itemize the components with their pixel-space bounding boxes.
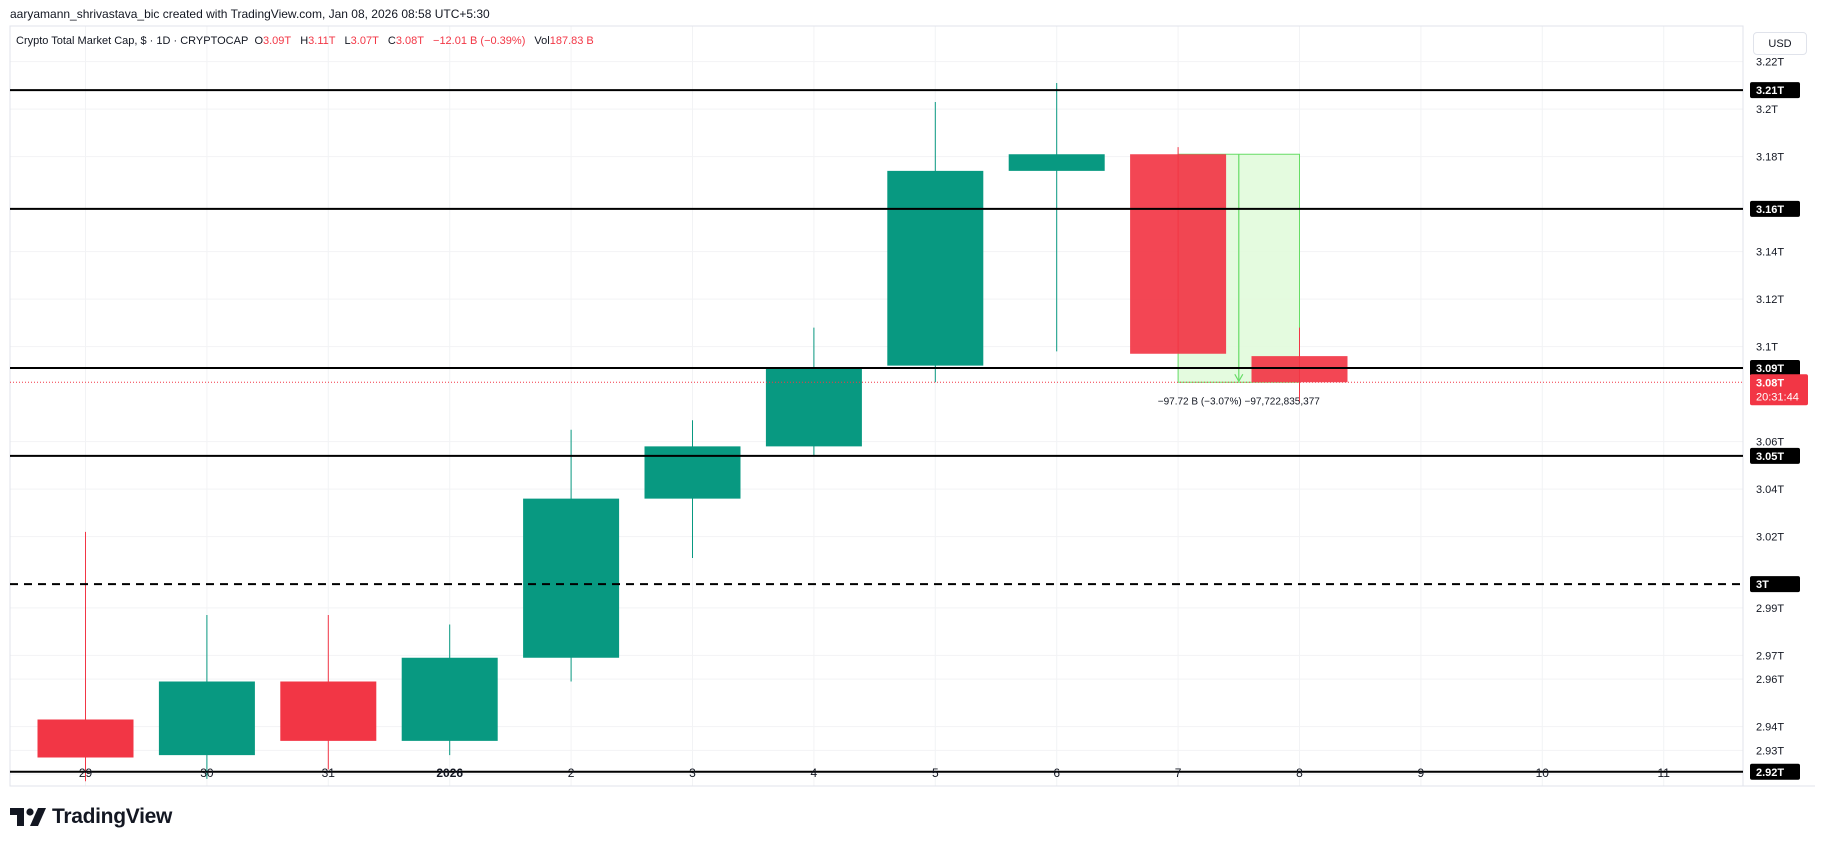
chart-frame	[9, 25, 1744, 787]
brand-name: TradingView	[52, 805, 173, 828]
price-tick-label: 2.94T	[1756, 722, 1784, 734]
low-label: L	[344, 35, 351, 47]
price-tick-label: 3.2T	[1756, 104, 1778, 116]
close-value: 3.08T	[395, 35, 424, 47]
candle-body	[1008, 154, 1105, 171]
candle-body	[887, 170, 984, 366]
price-tick-label: 2.93T	[1756, 745, 1784, 757]
price-tick-label: 3.06T	[1756, 437, 1784, 449]
price-tick-label: 3.22T	[1756, 57, 1784, 69]
candle-body	[401, 657, 498, 741]
level-badge	[1750, 447, 1800, 464]
level-badge-label: 3T	[1756, 579, 1769, 591]
price-tick-label: 2.96T	[1756, 674, 1784, 686]
time-tick-label: 30	[200, 766, 214, 780]
low-value: 3.07T	[350, 35, 379, 47]
open-label: O	[254, 35, 263, 47]
level-badge	[1750, 576, 1800, 593]
countdown-label: 20:31:44	[1756, 391, 1799, 403]
time-tick-label: 10	[1536, 766, 1550, 780]
high-value: 3.11T	[308, 35, 336, 47]
level-badge-label: 2.92T	[1756, 767, 1784, 779]
time-tick-label: 3	[689, 766, 696, 780]
change-value: −12.01 B (−0.39%)	[433, 35, 526, 47]
level-badges: 3.21T 3.16T 3.09T 3.05T 3T 2.92T 3.08T 20:31:44	[1750, 82, 1808, 780]
time-tick-label: 2026	[436, 766, 463, 780]
last-price-label: 3.08T	[1756, 377, 1784, 389]
level-badge	[1750, 82, 1800, 99]
price-tick-label: 3.14T	[1756, 247, 1784, 259]
time-tick-label: 7	[1175, 766, 1182, 780]
candle-body	[523, 498, 620, 658]
currency-selector[interactable]: USD	[1753, 32, 1807, 55]
time-tick-label: 29	[79, 766, 93, 780]
horizontal-levels	[10, 89, 1743, 773]
level-badge	[1750, 200, 1800, 217]
level-badge-label: 3.09T	[1756, 363, 1784, 375]
time-tick-label: 11	[1657, 766, 1670, 780]
candle-body	[1251, 356, 1348, 383]
time-tick-label: 31	[322, 766, 336, 780]
candle-body	[765, 368, 862, 447]
level-badge-label: 3.21T	[1756, 85, 1784, 97]
candles	[37, 83, 1348, 782]
price-tick-label: 3.12T	[1756, 294, 1784, 306]
level-badge	[1750, 763, 1800, 780]
time-tick-label: 2	[568, 766, 575, 780]
candle-body	[1130, 154, 1227, 354]
measure-label: −97.72 B (−3.07%) −97,722,835,377	[1158, 396, 1321, 407]
time-tick-label: 9	[1418, 766, 1425, 780]
chart-grid	[10, 26, 1743, 786]
price-tick-label: 2.97T	[1756, 650, 1784, 662]
price-axis: 3.22T 3.2T 3.18T 3.14T 3.12T 3.1T 3.06T 3.04T 3.…	[1756, 57, 1784, 782]
open-value: 3.09T	[263, 35, 292, 47]
level-badge-label: 3.05T	[1756, 451, 1784, 463]
last-price-badge	[1750, 374, 1808, 406]
level-badge-label: 3.16T	[1756, 204, 1784, 216]
time-tick-label: 5	[932, 766, 939, 780]
candle-body	[158, 681, 255, 756]
chart-attribution: aaryamann_shrivastava_bic created with T…	[10, 7, 490, 21]
candle-body	[644, 446, 741, 499]
price-tick-label: 3.04T	[1756, 484, 1784, 496]
price-tick-label: 2.99T	[1756, 603, 1784, 615]
measure-arrowhead-icon	[1234, 373, 1244, 383]
tradingview-brand[interactable]: TradingView	[10, 805, 172, 829]
symbol-legend: Crypto Total Market Cap, $ · 1D · CRYPTO…	[16, 35, 600, 47]
high-label: H	[300, 35, 309, 47]
level-badge	[1750, 360, 1800, 376]
volume-label: Vol	[534, 35, 550, 47]
price-tick-label: 3.02T	[1756, 532, 1784, 544]
volume-value: 187.83 B	[549, 35, 594, 47]
tradingview-logo-icon	[10, 808, 46, 826]
price-tick-label: 3.18T	[1756, 152, 1784, 164]
time-tick-label: 6	[1053, 766, 1060, 780]
time-tick-label: 8	[1296, 766, 1303, 780]
candle-body	[280, 681, 377, 741]
price-tick-label: 3.1T	[1756, 342, 1778, 354]
time-tick-label: 4	[811, 766, 818, 780]
time-axis: 29 30 31 2026 2 3 4 5 6 7 8 9 10 11	[79, 766, 1670, 780]
candle-body	[37, 719, 134, 758]
symbol-title[interactable]: Crypto Total Market Cap, $ · 1D · CRYPTO…	[16, 35, 249, 47]
close-label: C	[387, 35, 396, 47]
